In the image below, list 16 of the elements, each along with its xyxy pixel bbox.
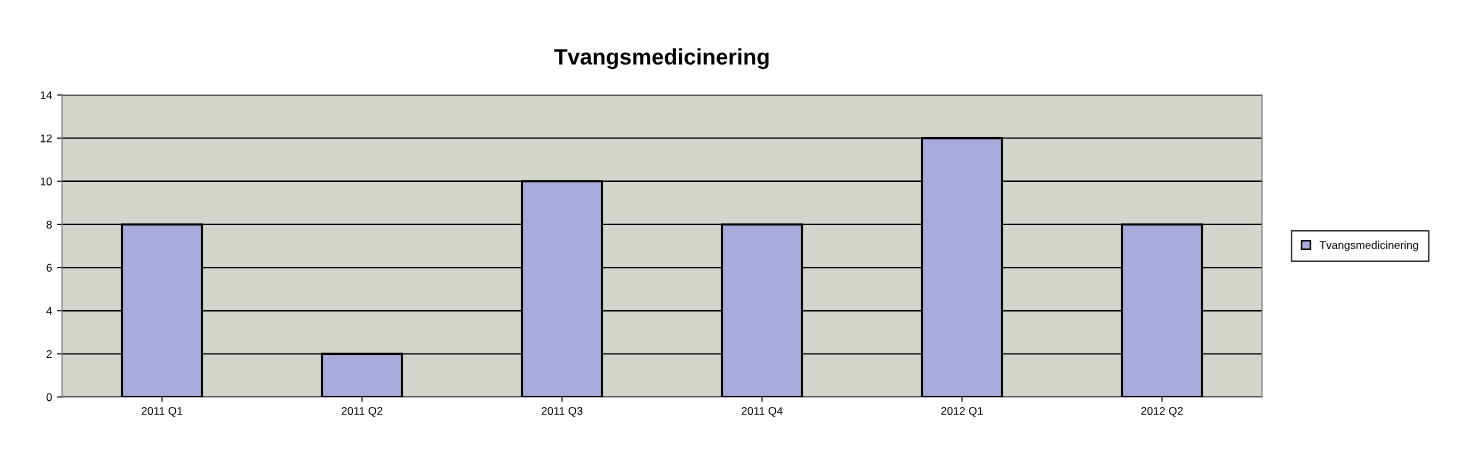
y-tick-label: 4 xyxy=(46,307,52,315)
x-tick-label: 2011 Q3 xyxy=(541,407,583,417)
legend-label: Tvangsmedicinering xyxy=(1319,240,1419,252)
x-tick-label: 2011 Q2 xyxy=(341,407,383,417)
chart-title: Tvangsmedicinering xyxy=(554,48,769,70)
y-tick-label: 6 xyxy=(46,263,52,272)
y-tick-label: 12 xyxy=(40,134,52,143)
x-tick-label: 2011 Q1 xyxy=(141,407,183,417)
x-tick-label: 2011 Q4 xyxy=(741,407,783,417)
y-tick-label: 0 xyxy=(46,393,52,402)
y-tick-label: 2 xyxy=(46,350,52,358)
x-tick-label: 2012 Q2 xyxy=(1141,407,1183,417)
x-tick-label: 2012 Q1 xyxy=(941,407,983,417)
y-tick-label: 14 xyxy=(40,91,52,100)
y-tick-label: 8 xyxy=(46,220,52,229)
y-tick-label: 10 xyxy=(40,177,52,186)
